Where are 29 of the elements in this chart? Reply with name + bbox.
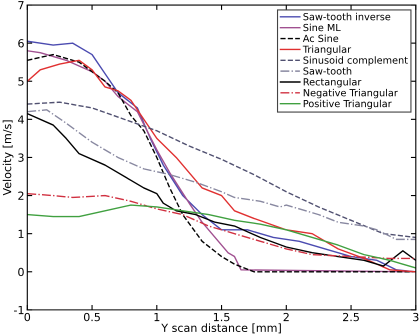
x-tick-label: 1.5	[214, 312, 230, 322]
legend-label: Positive Triangular	[304, 100, 392, 110]
legend-label: Rectangular	[304, 78, 362, 88]
y-tick-label: 7	[18, 1, 24, 10]
line-series	[27, 204, 416, 269]
x-axis-title: Y scan distance [mm]	[161, 323, 281, 334]
legend-label: Saw-tooth	[303, 67, 352, 75]
y-tick-label: 2	[18, 192, 24, 200]
y-tick-label: 5	[18, 77, 24, 86]
legend-label: Saw-tooth inverse	[303, 12, 390, 20]
line-series	[27, 192, 416, 260]
y-tick-label: -1	[14, 306, 24, 314]
x-tick-label: 2	[284, 312, 289, 322]
x-tick-label: 3	[413, 312, 418, 322]
x-tick-label: 0	[24, 312, 30, 322]
y-tick-label: 0	[18, 268, 24, 276]
y-tick-label: 4	[18, 115, 24, 124]
legend-label: Sine ML	[303, 24, 341, 32]
legend-label: Sinusoid complement	[303, 56, 408, 66]
legend-label: Triangular	[302, 45, 352, 55]
y-tick-label: 6	[18, 39, 24, 48]
y-tick-label: 3	[18, 153, 24, 162]
y-axis-title: Velocity [m/s]	[2, 120, 14, 196]
legend-label: Ac Sine	[302, 34, 338, 42]
y-tick-label: 1	[18, 230, 24, 238]
legend-label: Negative Triangular	[304, 88, 398, 98]
x-tick-label: 2.5	[343, 312, 359, 322]
x-tick-label: 1	[154, 312, 160, 322]
x-tick-label: 0.5	[84, 312, 100, 322]
